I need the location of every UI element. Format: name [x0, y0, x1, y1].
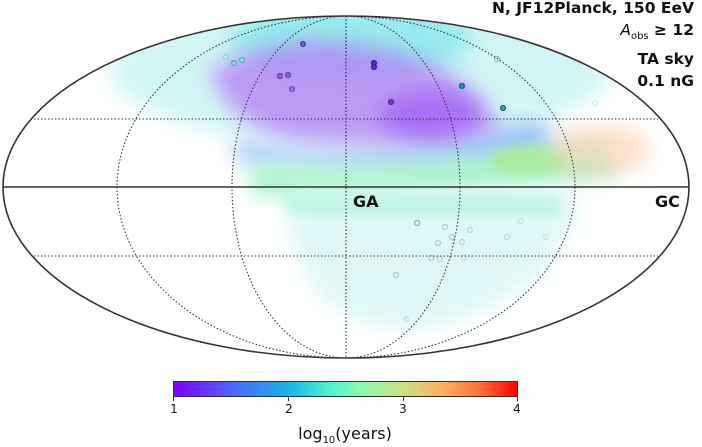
annotation-block: N, JF12Planck, 150 EeV Aobs ≥ 12 TA sky … — [492, 0, 694, 92]
colorbar-tick — [173, 397, 174, 401]
mollweide-sky-map — [2, 15, 690, 359]
colorbar-tick — [517, 397, 518, 401]
colorbar-label-main: log — [298, 424, 323, 443]
colorbar-label-rest: (years) — [335, 424, 392, 443]
a-symbol: A — [620, 21, 631, 39]
colorbar-tick-label: 2 — [285, 402, 293, 416]
colorbar — [173, 381, 518, 397]
annotation-threshold: Aobs ≥ 12 — [492, 19, 694, 48]
map-boundary — [2, 15, 690, 359]
heatmap-layer — [110, 16, 650, 330]
a-subscript: obs — [630, 31, 649, 43]
colorbar-tick-label: 4 — [513, 402, 521, 416]
colorbar-tick-label: 1 — [170, 402, 178, 416]
threshold-value: ≥ 12 — [648, 21, 694, 39]
annotation-field: 0.1 nG — [637, 72, 694, 91]
annotation-source: N, JF12Planck, 150 EeV — [492, 0, 694, 17]
colorbar-tick-label: 3 — [399, 402, 407, 416]
colorbar-label-sub: 10 — [322, 435, 336, 447]
colorbar-tick — [288, 397, 289, 401]
label-great-attractor: GA — [353, 192, 379, 211]
event-markers — [222, 21, 599, 323]
label-galactic-center: GC — [655, 192, 680, 211]
colorbar-label: log10(years) — [298, 424, 392, 446]
colorbar-tick — [403, 397, 404, 401]
annotation-sky: TA sky — [637, 50, 694, 69]
